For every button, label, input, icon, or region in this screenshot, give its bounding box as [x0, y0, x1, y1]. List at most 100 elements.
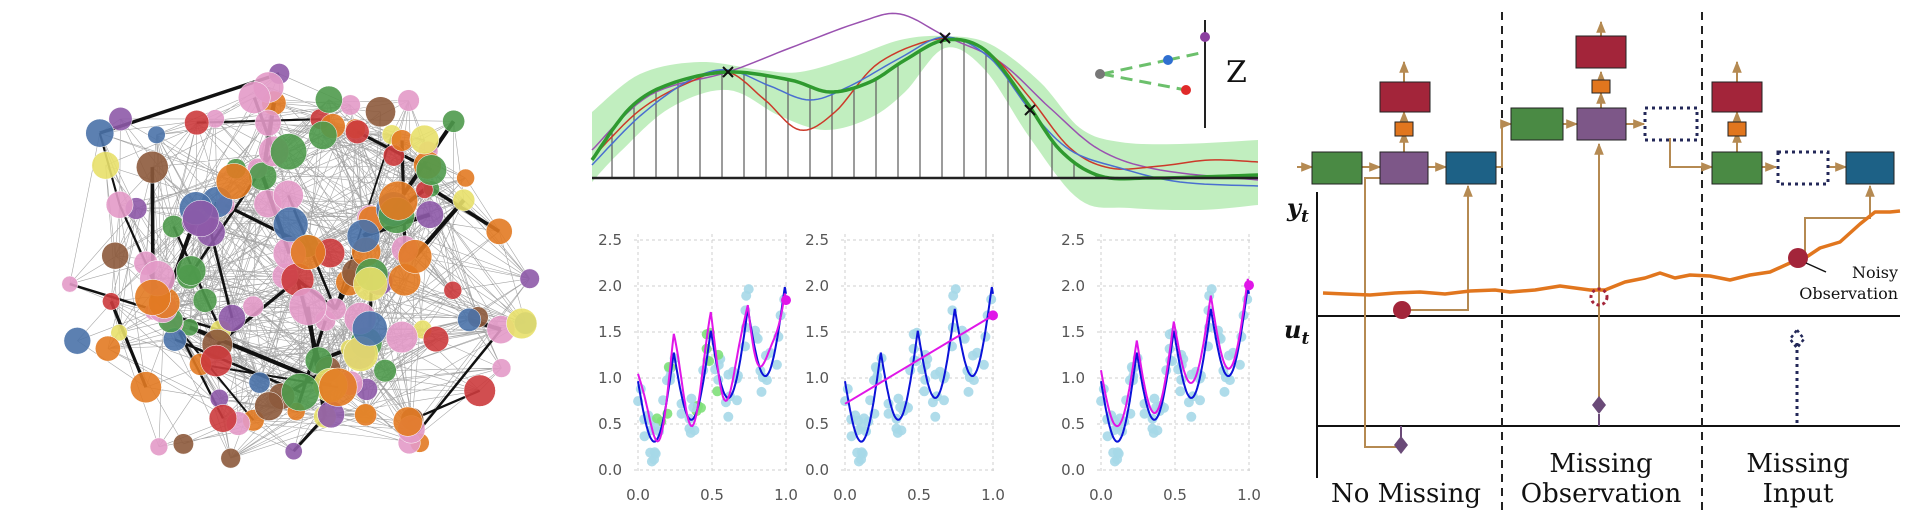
- scatter-point: [639, 431, 650, 442]
- graph-node: [208, 404, 238, 433]
- input-diamond-1: [1394, 436, 1408, 454]
- box-red: [1575, 35, 1627, 69]
- graph-node: [457, 307, 482, 332]
- x-tick-label: 0.0: [1089, 486, 1113, 504]
- graph-node: [422, 326, 450, 353]
- observation-series: [1322, 209, 1901, 297]
- scatter-point: [1102, 431, 1113, 442]
- graph-node: [308, 120, 338, 150]
- annotation-line1: Noisy: [1852, 263, 1898, 282]
- scatter-point: [930, 369, 941, 380]
- graph-node: [373, 359, 397, 383]
- graph-node: [452, 188, 476, 212]
- section-label-missing-observation-1: Missing: [1549, 449, 1652, 479]
- y-tick-label: 0.0: [805, 461, 829, 479]
- model-boxes: [1311, 35, 1895, 186]
- graph-node: [315, 85, 343, 114]
- graph-node: [110, 324, 128, 342]
- graph-node: [254, 109, 282, 137]
- graph-edge-thick: [408, 328, 502, 444]
- graph-node: [248, 371, 271, 394]
- z-link-top: [1167, 50, 1206, 62]
- graph-node: [102, 292, 121, 311]
- y-tick-label: 2.0: [598, 277, 622, 295]
- graph-node: [485, 218, 513, 245]
- graph-node: [284, 442, 303, 461]
- scatter-point: [919, 386, 930, 397]
- graph-node: [85, 118, 115, 148]
- graph-node: [392, 406, 423, 437]
- gp-confidence-band: [592, 35, 1258, 210]
- scatter-point: [649, 454, 660, 465]
- graph-node: [519, 268, 540, 289]
- graph-node: [184, 110, 210, 136]
- graph-node: [270, 133, 308, 171]
- graph-node: [218, 304, 246, 332]
- y-tick-label: 0.5: [1061, 415, 1085, 433]
- scatter-point: [930, 411, 941, 422]
- graph-node: [352, 310, 388, 347]
- graph-node: [130, 371, 162, 404]
- fit-curve-blue: [1100, 286, 1250, 443]
- fit-curve-magenta: [637, 293, 787, 443]
- scatter-point: [964, 372, 975, 383]
- box-blue: [1445, 151, 1497, 185]
- fit-curve-magenta: [844, 314, 994, 405]
- y-tick-label: 1.0: [805, 369, 829, 387]
- scatter-point: [963, 386, 974, 397]
- scatter-point: [723, 369, 734, 380]
- graph-node: [108, 107, 133, 131]
- scatter-point: [771, 359, 782, 370]
- graph-node: [105, 191, 134, 219]
- scatter-point: [967, 350, 978, 361]
- scatter-point: [688, 402, 699, 413]
- y-tick-label: 0.0: [598, 461, 622, 479]
- y-tick-label: 1.5: [598, 323, 622, 341]
- box-missing-state-3: [1776, 150, 1830, 186]
- graph-node: [147, 125, 166, 144]
- scatter-point: [1234, 359, 1245, 370]
- graph-node: [273, 206, 309, 243]
- annotation-leader: [1805, 262, 1827, 273]
- gp-inducing-cross: [1024, 104, 1036, 116]
- x-tick-label: 0.5: [1163, 486, 1187, 504]
- scatter-point: [846, 431, 857, 442]
- graph-node: [456, 168, 475, 188]
- graph-node: [339, 94, 361, 116]
- graph-node: [442, 109, 465, 133]
- scatter-point: [978, 359, 989, 370]
- graph-nodes: [61, 63, 540, 469]
- graph-node: [281, 372, 320, 412]
- graph-node: [182, 199, 220, 238]
- y-tick-label: 1.0: [1061, 369, 1085, 387]
- state-space-diagram: yt ut: [1284, 12, 1901, 512]
- gp-inducing-cross: [939, 32, 951, 44]
- graph-node: [397, 239, 433, 274]
- y-tick-label: 0.5: [805, 415, 829, 433]
- section-label-missing-input-1: Missing: [1746, 449, 1849, 479]
- scatter-point: [856, 454, 867, 465]
- ut-label: ut: [1284, 315, 1309, 349]
- scatter-point: [1204, 290, 1215, 301]
- section-label-missing-observation-2: Observation: [1521, 479, 1682, 509]
- scatter-point: [1220, 372, 1231, 383]
- box-purple: [1576, 107, 1627, 141]
- scatter-point: [1112, 454, 1123, 465]
- missing-input-diamond: [1788, 327, 1806, 351]
- box-orange: [1727, 121, 1747, 137]
- graph-node: [354, 403, 377, 427]
- box-missing-state-2: [1643, 106, 1699, 142]
- scatter-point: [757, 372, 768, 383]
- noisy-observation-dot: [1788, 248, 1808, 268]
- box-purple: [1379, 151, 1429, 185]
- graph-node: [272, 180, 304, 211]
- scatter-point: [756, 386, 767, 397]
- graph-node: [220, 448, 241, 469]
- z-link-lower: [1101, 72, 1187, 92]
- y-tick-label: 0.0: [1061, 461, 1085, 479]
- y-tick-label: 2.0: [805, 277, 829, 295]
- scatter-point: [712, 386, 723, 397]
- graph-node: [385, 321, 418, 354]
- graph-node: [95, 335, 121, 362]
- scatter-point: [1152, 425, 1163, 436]
